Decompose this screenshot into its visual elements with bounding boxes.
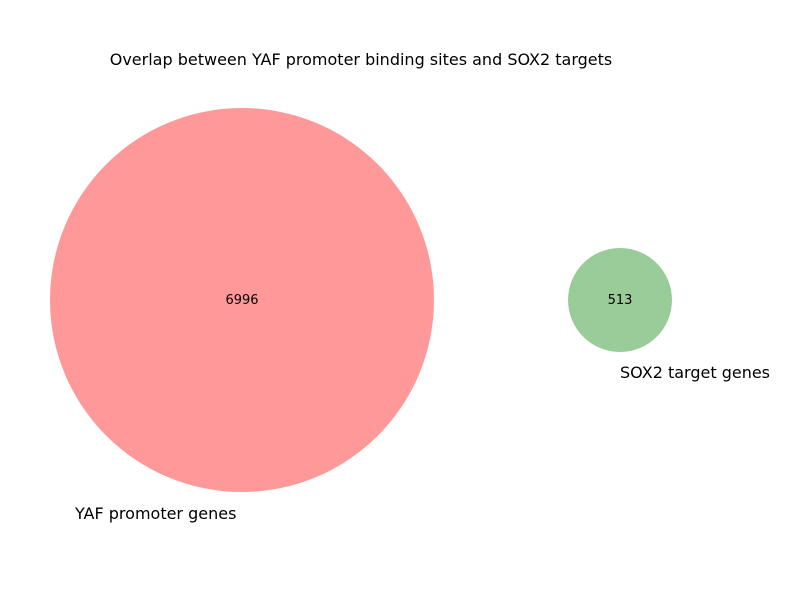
venn-label-sox2: SOX2 target genes <box>620 363 770 382</box>
venn-circle-sox2 <box>568 248 672 352</box>
venn-circle-yaf <box>50 108 434 492</box>
venn-count-yaf: 6996 <box>225 293 258 308</box>
venn-count-sox2: 513 <box>608 293 633 308</box>
venn-label-yaf: YAF promoter genes <box>74 504 236 523</box>
diagram-title: Overlap between YAF promoter binding sit… <box>110 50 613 69</box>
